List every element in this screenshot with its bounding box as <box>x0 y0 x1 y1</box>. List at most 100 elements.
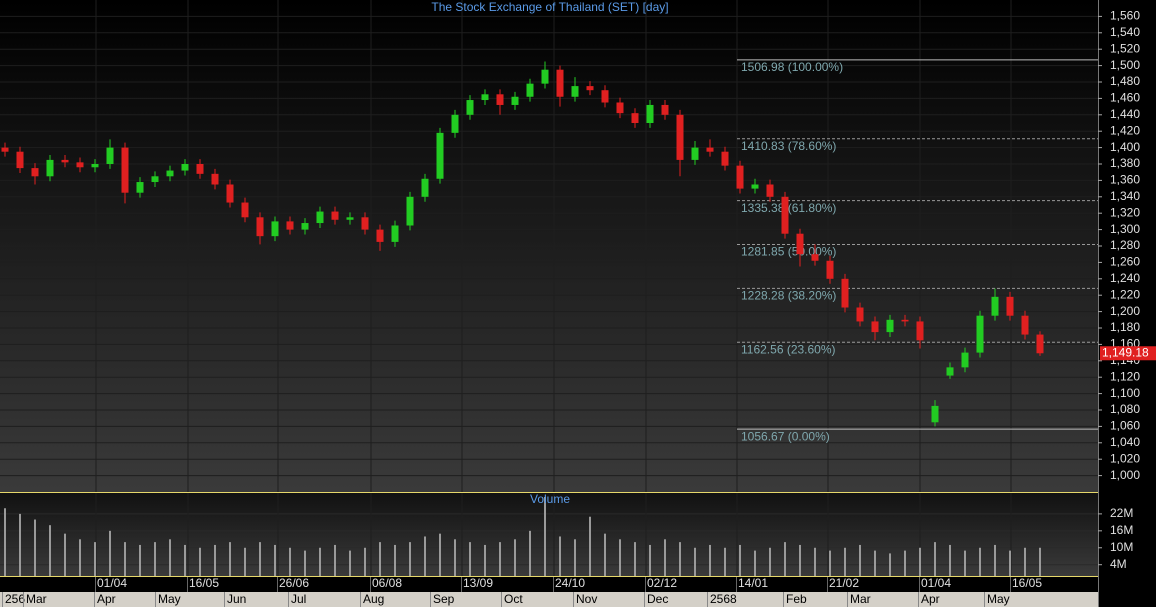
month-label: Aug <box>363 592 384 606</box>
volume-bar <box>379 542 381 576</box>
volume-bar <box>409 542 411 576</box>
month-label: May <box>158 592 181 606</box>
x-tick-label: 24/10 <box>555 576 585 590</box>
volume-bar <box>724 547 726 576</box>
y-tick-label: 1,280 <box>1110 238 1140 252</box>
candle-body <box>256 217 264 237</box>
candle-body <box>166 170 174 177</box>
y-tick-label: 1,220 <box>1110 287 1140 301</box>
y-tick-label: 1,380 <box>1110 156 1140 170</box>
volume-bar <box>784 542 786 576</box>
candle-body <box>421 178 429 197</box>
candle-body <box>496 94 504 105</box>
candle-body <box>766 184 774 197</box>
y-tick-label: 1,300 <box>1110 222 1140 236</box>
candle-body <box>301 223 309 230</box>
y-tick-label: 16M <box>1110 523 1133 537</box>
y-tick-label: 22M <box>1110 506 1133 520</box>
month-label: Mar <box>26 592 47 606</box>
volume-bar <box>4 508 6 576</box>
candle-body <box>16 151 24 169</box>
fib-label: 1228.28 (38.20%) <box>741 289 836 303</box>
volume-bar <box>544 496 546 576</box>
volume-bar <box>1009 550 1011 576</box>
y-tick-label: 1,540 <box>1110 25 1140 39</box>
volume-bar <box>94 542 96 576</box>
volume-bar <box>79 539 81 576</box>
y-tick-label: 1,440 <box>1110 107 1140 121</box>
x-tick-label: 14/01 <box>738 576 768 590</box>
candle-body <box>331 211 339 220</box>
volume-bar <box>874 550 876 576</box>
y-tick-label: 4M <box>1110 557 1127 571</box>
volume-bar <box>64 533 66 576</box>
x-tick-label: 21/02 <box>829 576 859 590</box>
candle-body <box>646 104 654 123</box>
volume-bar <box>34 519 36 576</box>
candle-body <box>346 217 354 220</box>
candle-body <box>976 315 984 353</box>
candle-body <box>901 319 909 322</box>
candle-body <box>286 221 294 230</box>
candle-body <box>631 113 639 123</box>
candle-body <box>781 196 789 234</box>
fib-label: 1410.83 (78.60%) <box>741 139 836 153</box>
candle-body <box>391 225 399 242</box>
candle-body <box>196 164 204 174</box>
candle-body <box>451 114 459 133</box>
candle-body <box>811 254 819 261</box>
candle-body <box>856 307 864 322</box>
candle-body <box>751 184 759 189</box>
month-label: Nov <box>576 592 597 606</box>
volume-bar <box>274 544 276 576</box>
fib-label: 1281.85 (50.00%) <box>741 245 836 259</box>
volume-bar <box>949 544 951 576</box>
candle-body <box>676 114 684 160</box>
volume-bar <box>814 547 816 576</box>
volume-bar <box>829 550 831 576</box>
candle-body <box>1021 315 1029 335</box>
volume-bar <box>1024 547 1026 576</box>
y-tick-label: 1,060 <box>1110 419 1140 433</box>
volume-bar <box>589 516 591 576</box>
fib-label: 1162.56 (23.60%) <box>741 342 836 356</box>
volume-bar <box>934 542 936 576</box>
candle-body <box>931 405 939 423</box>
volume-bar <box>709 544 711 576</box>
volume-bar <box>979 547 981 576</box>
candle-body <box>601 90 609 103</box>
volume-bar <box>424 536 426 576</box>
y-tick-label: 10M <box>1110 540 1133 554</box>
volume-bar <box>184 544 186 576</box>
grid <box>0 0 1098 576</box>
month-label: 256 <box>5 592 25 606</box>
candle-body <box>316 211 324 224</box>
volume-bar <box>109 530 111 576</box>
candle-body <box>271 221 279 237</box>
y-tick-label: 1,480 <box>1110 74 1140 88</box>
y-tick-label: 1,320 <box>1110 205 1140 219</box>
candle-body <box>106 147 114 164</box>
month-row <box>0 592 1098 607</box>
volume-bar <box>259 542 261 576</box>
volume-bar <box>694 547 696 576</box>
volume-bar <box>349 550 351 576</box>
y-tick-label: 1,240 <box>1110 271 1140 285</box>
fib-label: 1056.67 (0.00%) <box>741 429 830 443</box>
y-tick-label: 1,040 <box>1110 435 1140 449</box>
volume-bar <box>499 542 501 576</box>
volume-bar <box>484 544 486 576</box>
candle-body <box>1 147 9 152</box>
candle-body <box>1036 334 1044 354</box>
candle-body <box>241 202 249 218</box>
candle-body <box>706 147 714 152</box>
candle-body <box>466 100 474 115</box>
fib-label: 1506.98 (100.00%) <box>741 60 843 74</box>
candle-body <box>136 182 144 193</box>
volume-bar <box>769 547 771 576</box>
candle-body <box>436 132 444 179</box>
candle-body <box>556 69 564 97</box>
month-label: May <box>987 592 1010 606</box>
candle-body <box>796 233 804 255</box>
